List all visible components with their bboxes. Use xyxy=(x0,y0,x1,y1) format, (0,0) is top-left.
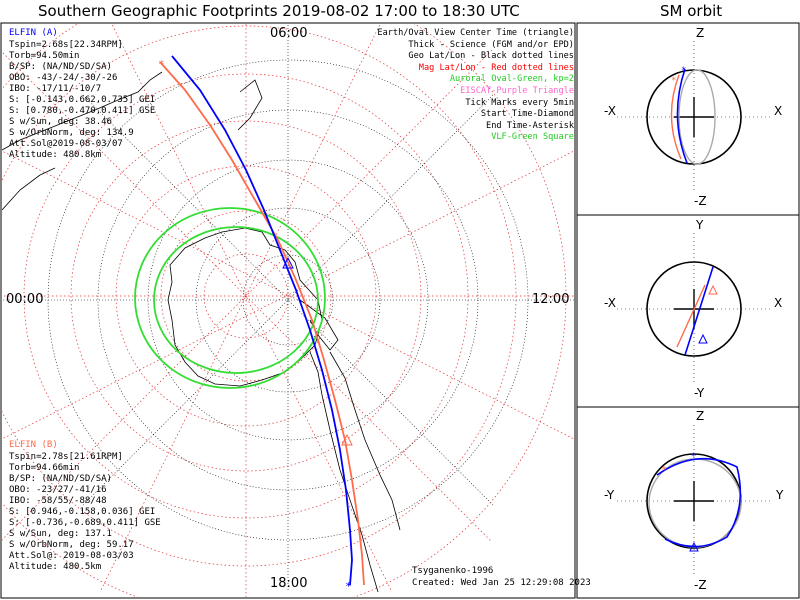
elfin-b-name: ELFIN (B) xyxy=(9,440,58,450)
legend-item: Mag Lat/Lon - Red dotted lines xyxy=(418,62,574,73)
elfin-a-info-line: S: [0.780,-0.470,0.411] GSE xyxy=(9,106,156,116)
mag-meridian xyxy=(2,150,574,440)
coast-south-africa xyxy=(2,167,56,211)
orbit-b-asterisk: * xyxy=(671,76,676,86)
orbit-track-b xyxy=(676,284,706,348)
legend-item: Auroral Oval-Green, kp=2 xyxy=(449,74,574,85)
legend-item: EISCAT-Purple Triangle xyxy=(460,85,574,96)
sm3-bottom: -Z xyxy=(694,578,707,592)
elfin-a-info-line: Torb=94.50min xyxy=(9,51,80,61)
elfin-b-info-line: OBO: -23/27/-41/16 xyxy=(9,485,107,495)
hour-label-left: 00:00 xyxy=(6,292,44,307)
elfin-b-info-line: Att.Sol@: 2019-08-03/03 xyxy=(9,551,134,561)
elfin-a-info-line: Altitude: 480.8km xyxy=(9,150,102,160)
orbit-a-triangle xyxy=(698,333,708,344)
elfin-a-info-line: B/SP: (NA/ND/SD/SA) xyxy=(9,62,112,72)
orbit-arc-b xyxy=(670,74,682,160)
hour-label-bottom: 18:00 xyxy=(270,576,308,591)
orbit-title: SM orbit xyxy=(660,2,723,20)
elfin-a-info-line: OBO: -43/-24/-30/-26 xyxy=(9,73,118,83)
orbit-b-asterisk: * xyxy=(661,465,667,476)
orbit-a-asterisk: * xyxy=(691,452,696,462)
elfin-a-info-line: Tspin=2.68s[22.34RPM] xyxy=(9,40,123,50)
sm3-right: Y xyxy=(776,488,784,502)
auroral-oval-outer xyxy=(134,207,326,389)
elfin-a-name: ELFIN (A) xyxy=(9,28,58,38)
mag-meridian xyxy=(2,150,574,440)
orbit-a-asterisk: * xyxy=(681,66,686,76)
legend-item: Earth/Oval View Center Time (triangle) xyxy=(377,28,574,38)
coast-australia xyxy=(2,71,163,151)
sm-panel-yz: * * xyxy=(617,425,772,577)
hour-label-right: 12:00 xyxy=(532,292,570,307)
elfin-b-info: Tspin=2.78s[21.61RPM] Torb=94.66min B/SP: … xyxy=(9,452,161,573)
elfin-b-info-line: Altitude: 480.5km xyxy=(9,562,102,572)
sm2-bottom: -Y xyxy=(694,386,705,400)
elfin-b-info-line: IBO: -58/55/-88/48 xyxy=(9,496,107,506)
elfin-a-info: Tspin=2.68s[22.34RPM] Torb=94.50min B/SP: … xyxy=(9,40,155,161)
credit-text: Tsyganenko-1996 xyxy=(412,566,494,576)
orbit-a-triangle xyxy=(689,541,699,552)
legend-item: Thick - Science (FGM and/or EPD) xyxy=(408,39,574,50)
mag-circle xyxy=(2,24,567,597)
geo-meridian xyxy=(82,94,494,506)
sm1-right: X xyxy=(774,104,783,118)
mag-grid xyxy=(2,24,574,597)
elfin-b-info-line: S w/OrbNorm, deg: 59.17 xyxy=(9,540,134,550)
elfin-a-end-asterisk: * xyxy=(345,580,352,593)
elfin-b-info-line: S: [0.946,-0.158,0.036] GEI xyxy=(9,507,156,517)
elfin-b-info-line: S w/Sun, deg: 137.1 xyxy=(9,529,112,539)
sm2-top: Y xyxy=(696,218,704,232)
sm-panel-xy xyxy=(617,233,772,385)
elfin-a-info-line: S: [-0.143,0.662,0.735] GEI xyxy=(9,95,156,105)
orbit-frame xyxy=(576,22,800,599)
coast-south-america xyxy=(309,351,379,593)
hour-label-top: 06:00 xyxy=(270,26,308,41)
orbit-b-triangle xyxy=(708,284,718,295)
sm1-top: Z xyxy=(696,26,705,40)
auroral-oval-inner xyxy=(153,226,319,374)
elfin-b-info-line: Tspin=2.78s[21.61RPM] xyxy=(9,452,123,462)
sm1-left: -X xyxy=(604,104,616,118)
geo-meridian xyxy=(82,94,494,506)
elfin-b-center-triangle xyxy=(341,433,353,446)
elfin-b-track xyxy=(159,61,365,586)
elfin-a-center-triangle xyxy=(282,256,294,269)
sm3-top: Z xyxy=(696,409,705,423)
sm-orbit-panels: * * * * xyxy=(617,41,772,577)
sm2-left: -X xyxy=(604,296,616,310)
coast-south-america-east xyxy=(329,351,401,531)
sm1-bottom: -Z xyxy=(694,194,707,208)
orbit-ellipse-b xyxy=(678,69,716,165)
legend-item: End Time-Asterisk xyxy=(486,120,574,131)
orbit-arc-a xyxy=(656,457,742,548)
elfin-b-info-line: B/SP: (NA/ND/SD/SA) xyxy=(9,474,112,484)
map-frame xyxy=(0,22,576,599)
elfin-a-track xyxy=(171,55,353,586)
legend-item: Geo Lat/Lon - Black dotted lines xyxy=(408,51,574,62)
elfin-a-info-line: Att.Sol@2019-08-03/07 xyxy=(9,139,123,149)
legend-item: VLF-Green Square xyxy=(491,132,574,143)
elfin-b-end-asterisk: * xyxy=(158,58,165,71)
coast-new-zealand xyxy=(237,79,263,131)
elfin-a-info-line: S w/OrbNorm, deg: 134.9 xyxy=(9,128,134,138)
elfin-b-info-line: S: [-0.736,-0.689,0.411] GSE xyxy=(9,518,161,528)
elfin-b-info-line: Torb=94.66min xyxy=(9,463,80,473)
sm-panel-xz: * * xyxy=(617,41,772,193)
orbit-arc-a xyxy=(676,68,688,164)
legend-item: Tick Marks every 5min xyxy=(465,97,574,108)
sm3-left: -Y xyxy=(604,488,615,502)
orbit-track-a xyxy=(684,266,714,356)
legend-item: Start Time-Diamond xyxy=(480,109,574,120)
page-title: Southern Geographic Footprints 2019-08-0… xyxy=(38,2,520,20)
elfin-a-info-line: S w/Sun, deg: 38.46 xyxy=(9,117,112,127)
created-text: Created: Wed Jan 25 12:29:08 2023 xyxy=(412,578,591,588)
legend: Earth/Oval View Center Time (triangle) Th… xyxy=(377,28,574,144)
sm2-right: X xyxy=(774,296,783,310)
elfin-a-info-line: IBO: -17/11/-10/7 xyxy=(9,84,102,94)
